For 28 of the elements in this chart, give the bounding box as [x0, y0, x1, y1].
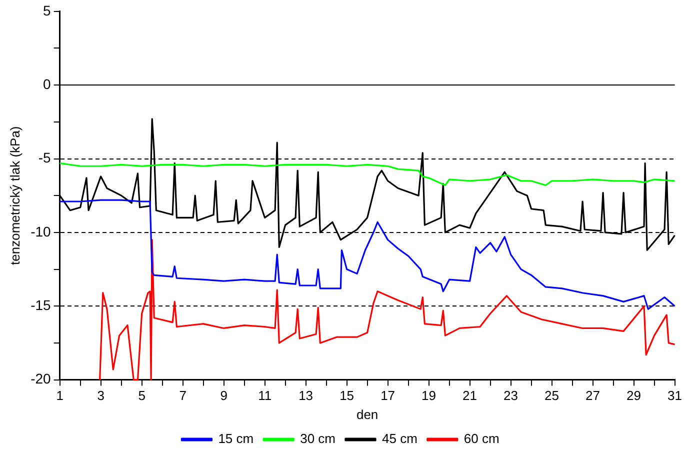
x-axis-title: den — [356, 406, 378, 422]
x-tick-label: 11 — [258, 388, 272, 404]
x-tick-label: 27 — [586, 388, 600, 404]
legend-label: 60 cm — [464, 431, 500, 446]
x-tick-label: 3 — [97, 388, 104, 404]
x-tick-label: 21 — [462, 388, 478, 404]
y-tick-label: -10 — [30, 223, 52, 240]
y-tick-label: -20 — [30, 370, 52, 387]
x-tick-label: 1 — [56, 388, 64, 404]
x-tick-label: 19 — [422, 388, 436, 404]
x-tick-label: 5 — [138, 388, 146, 404]
x-tick-label: 29 — [626, 388, 642, 404]
x-tick-label: 13 — [298, 388, 314, 404]
x-tick-label: 7 — [179, 388, 186, 404]
x-tick-label: 31 — [668, 388, 682, 404]
x-tick-label: 25 — [544, 388, 560, 404]
x-tick-label: 17 — [380, 388, 396, 404]
y-tick-label: -5 — [38, 150, 52, 166]
legend-label: 30 cm — [300, 431, 336, 446]
y-axis-title: tenzometrický tlak (kPa) — [7, 126, 22, 265]
legend-label: 45 cm — [382, 431, 418, 446]
y-tick-label: 5 — [43, 2, 52, 18]
y-tick-label: -15 — [30, 296, 52, 313]
x-tick-label: 15 — [340, 388, 354, 404]
y-tick-label: 0 — [43, 76, 52, 92]
x-tick-label: 23 — [504, 388, 518, 404]
legend-label: 15 cm — [218, 431, 254, 446]
x-tick-label: 9 — [220, 388, 228, 404]
